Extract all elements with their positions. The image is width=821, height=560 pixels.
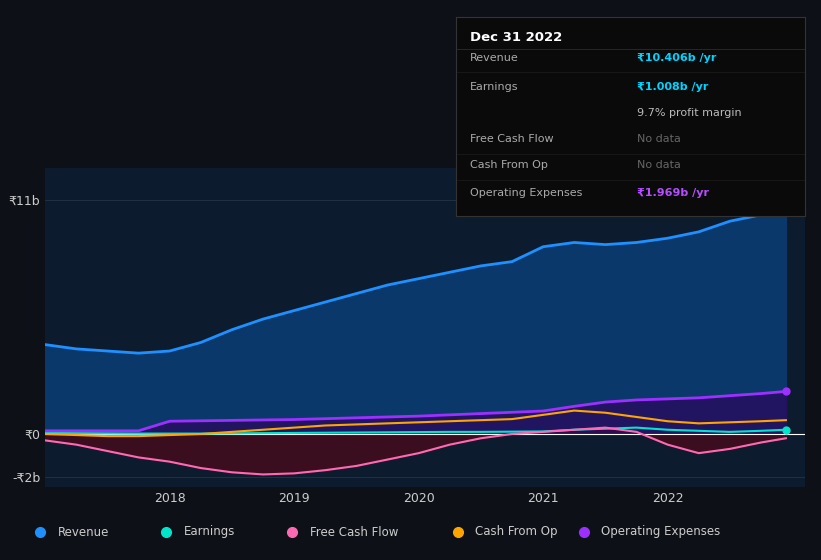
Text: Cash From Op: Cash From Op — [475, 525, 557, 539]
Text: Earnings: Earnings — [470, 82, 518, 92]
Text: Operating Expenses: Operating Expenses — [601, 525, 721, 539]
Text: No data: No data — [637, 134, 681, 144]
Text: ₹1.969b /yr: ₹1.969b /yr — [637, 188, 709, 198]
Text: Revenue: Revenue — [57, 525, 108, 539]
Text: Revenue: Revenue — [470, 53, 518, 63]
Text: Dec 31 2022: Dec 31 2022 — [470, 31, 562, 44]
Text: No data: No data — [637, 160, 681, 170]
Text: Cash From Op: Cash From Op — [470, 160, 548, 170]
Text: ₹10.406b /yr: ₹10.406b /yr — [637, 53, 717, 63]
Text: ₹1.008b /yr: ₹1.008b /yr — [637, 82, 709, 92]
Text: 9.7% profit margin: 9.7% profit margin — [637, 108, 741, 118]
Text: Earnings: Earnings — [184, 525, 235, 539]
Text: Free Cash Flow: Free Cash Flow — [470, 134, 553, 144]
Text: Operating Expenses: Operating Expenses — [470, 188, 582, 198]
Text: Free Cash Flow: Free Cash Flow — [310, 525, 398, 539]
